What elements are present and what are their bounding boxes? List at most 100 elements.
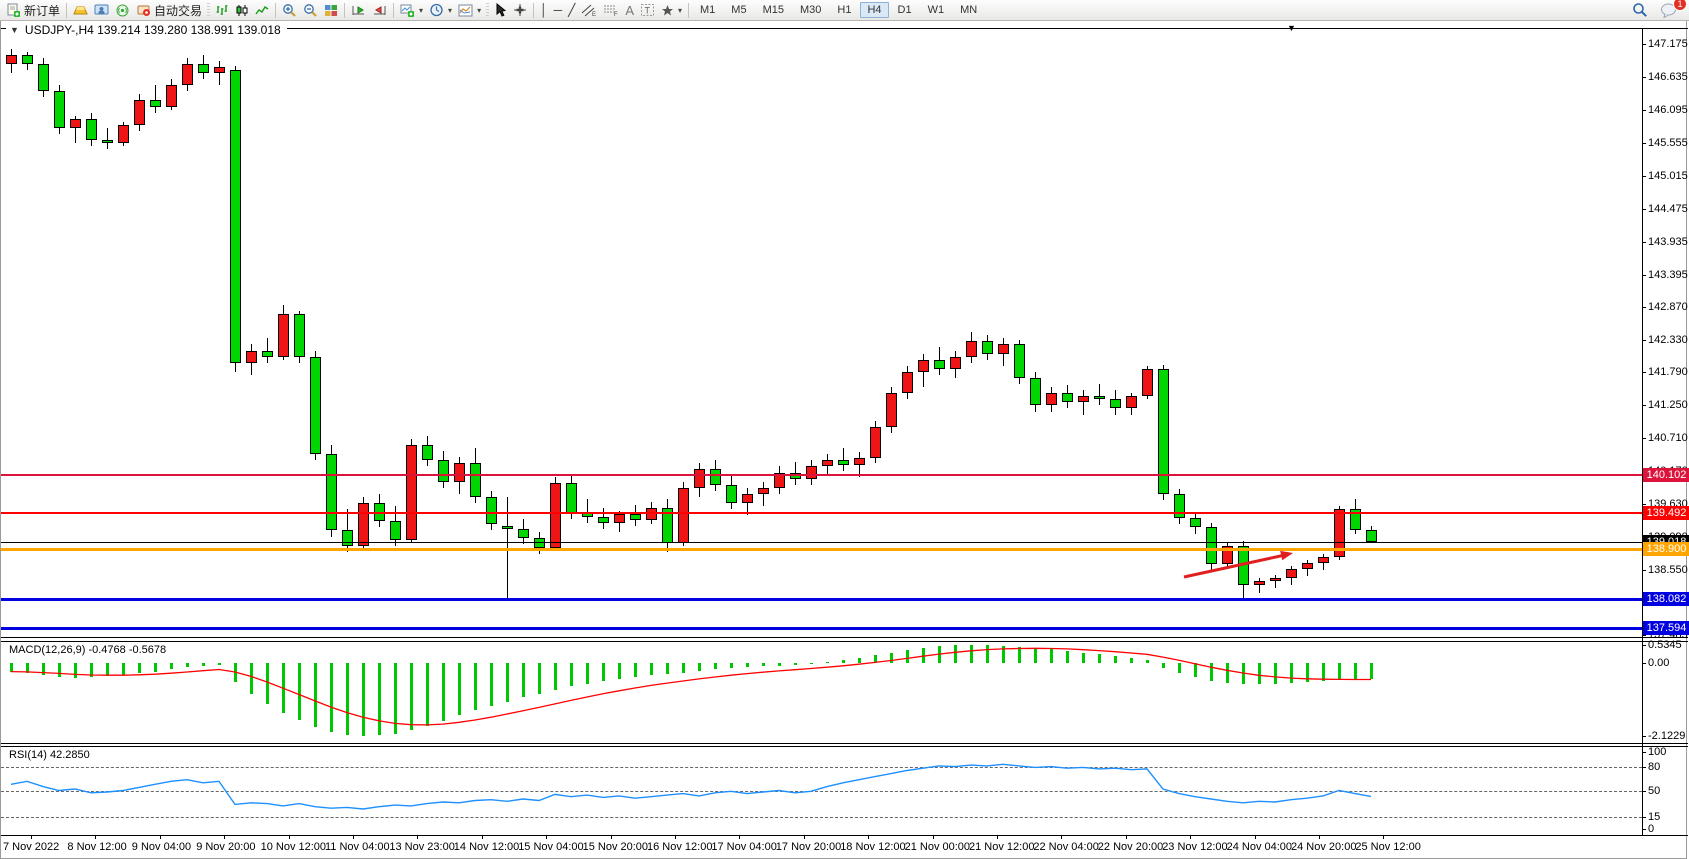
- cursor-button[interactable]: [491, 1, 510, 20]
- indicator-lines-overlay: [10, 550, 1372, 810]
- price-axis-tick: [1642, 274, 1646, 276]
- pane-divider[interactable]: [1, 743, 1688, 744]
- candle: [598, 517, 609, 524]
- bar-chart-button[interactable]: [212, 1, 232, 20]
- macd-histogram-bar: [26, 663, 29, 674]
- timeframe-w1[interactable]: W1: [927, 4, 945, 16]
- timeframe-d1[interactable]: D1: [897, 4, 912, 16]
- trendline-button[interactable]: ╱: [565, 1, 578, 20]
- new-chart-dropdown[interactable]: ▾: [397, 1, 426, 20]
- line-chart-button[interactable]: [252, 1, 272, 20]
- text-button[interactable]: A: [622, 1, 637, 20]
- chart-shift-button[interactable]: [369, 1, 390, 20]
- timeframe-h1[interactable]: H1: [837, 4, 852, 16]
- profiles-dropdown[interactable]: ▾: [426, 1, 455, 20]
- macd-histogram-bar: [106, 663, 109, 677]
- new-order-button[interactable]: 新订单: [3, 1, 63, 20]
- macd-histogram-bar: [586, 663, 589, 684]
- zoom-out-button[interactable]: [300, 1, 321, 20]
- macd-histogram-bar: [122, 663, 125, 676]
- pane-divider[interactable]: [1, 641, 1688, 642]
- text-label-icon: T: [641, 4, 654, 16]
- macd-histogram-bar: [1130, 657, 1133, 663]
- horizontal-line-object[interactable]: [1, 474, 1642, 477]
- macd-histogram-bar: [714, 663, 717, 670]
- candle: [1238, 545, 1249, 586]
- collapse-arrow-icon[interactable]: ▼: [10, 25, 19, 35]
- channel-button[interactable]: E: [578, 1, 600, 20]
- macd-histogram-bar: [90, 663, 93, 678]
- timeframe-m15[interactable]: M15: [762, 4, 784, 16]
- timeframe-mn[interactable]: MN: [960, 4, 978, 16]
- horizontal-line-object[interactable]: [1, 597, 1642, 601]
- text-label-button[interactable]: T: [637, 1, 658, 20]
- horizontal-line-object[interactable]: [1, 627, 1642, 631]
- candle: [566, 482, 577, 514]
- notifications-button[interactable]: 1: [1657, 0, 1687, 20]
- candle: [22, 54, 33, 64]
- time-axis-tick: [1061, 835, 1063, 839]
- macd-histogram-bar: [362, 663, 365, 736]
- candle: [726, 484, 737, 504]
- tile-windows-button[interactable]: [321, 1, 341, 20]
- auto-trading-button[interactable]: 自动交易: [133, 1, 205, 20]
- candle: [198, 63, 209, 73]
- search-button[interactable]: [1629, 1, 1651, 20]
- pane-divider: [1, 835, 1688, 836]
- toolbar-right-group: 1: [1629, 0, 1687, 20]
- price-axis-tick: [1642, 570, 1646, 572]
- timeframe-m30[interactable]: M30: [799, 4, 822, 16]
- candle: [758, 487, 769, 494]
- candle: [806, 466, 817, 479]
- candle: [246, 350, 257, 363]
- gold-button[interactable]: [70, 1, 91, 20]
- macd-histogram-bar: [314, 663, 317, 727]
- timeframe-m1[interactable]: M1: [700, 4, 716, 16]
- macd-histogram-bar: [138, 663, 141, 674]
- fibonacci-button[interactable]: F: [600, 1, 622, 20]
- toolbar-separator: [533, 2, 535, 18]
- zoom-in-button[interactable]: [279, 1, 300, 20]
- templates-dropdown[interactable]: ▾: [455, 1, 484, 20]
- price-axis-tick: [1642, 306, 1646, 308]
- rsi-level-line: [1, 790, 1642, 792]
- time-axis-tick: [546, 835, 548, 839]
- macd-histogram-bar: [330, 663, 333, 732]
- arrows-dropdown[interactable]: ▾: [658, 1, 685, 20]
- time-axis-label: 9 Nov 04:00: [131, 841, 192, 853]
- candlestick-chart-button[interactable]: [232, 1, 252, 20]
- time-axis-label: 8 Nov 12:00: [67, 841, 127, 853]
- time-axis-tick: [1190, 835, 1192, 839]
- price-axis-tick: [1642, 44, 1646, 45]
- macd-histogram-bar: [250, 663, 253, 694]
- horizontal-line-object[interactable]: [1, 547, 1642, 551]
- community-button[interactable]: [91, 1, 112, 20]
- timeframe-m5[interactable]: M5: [731, 4, 747, 16]
- pane-divider[interactable]: [1, 637, 1688, 638]
- macd-histogram-bar: [410, 663, 413, 731]
- macd-histogram-bar: [1178, 663, 1181, 674]
- candle: [1350, 509, 1361, 530]
- macd-histogram-bar: [1082, 652, 1085, 663]
- macd-histogram-bar: [682, 663, 685, 673]
- timeframe-h4[interactable]: H4: [860, 2, 889, 18]
- macd-signal-line: [10, 647, 1371, 726]
- pane-divider[interactable]: [1, 746, 1688, 747]
- horizontal-line-object[interactable]: [1, 511, 1642, 514]
- chart-shift-marker[interactable]: ▼: [1287, 23, 1296, 33]
- crosshair-button[interactable]: [510, 1, 530, 20]
- candle: [502, 525, 513, 530]
- chart-shift-icon: [374, 5, 386, 15]
- candle: [342, 530, 353, 546]
- gold-icon: [73, 6, 88, 14]
- macd-histogram-bar: [1146, 659, 1149, 663]
- notification-count-badge: 1: [1673, 0, 1687, 11]
- horizontal-line-button[interactable]: ─: [551, 1, 566, 20]
- candle: [1126, 396, 1137, 409]
- auto-scroll-button[interactable]: [348, 1, 369, 20]
- candle: [150, 100, 161, 107]
- signals-button[interactable]: [112, 1, 133, 20]
- candle: [838, 460, 849, 465]
- trend-arrow-object[interactable]: [1183, 553, 1286, 579]
- vertical-line-button[interactable]: │: [537, 1, 551, 20]
